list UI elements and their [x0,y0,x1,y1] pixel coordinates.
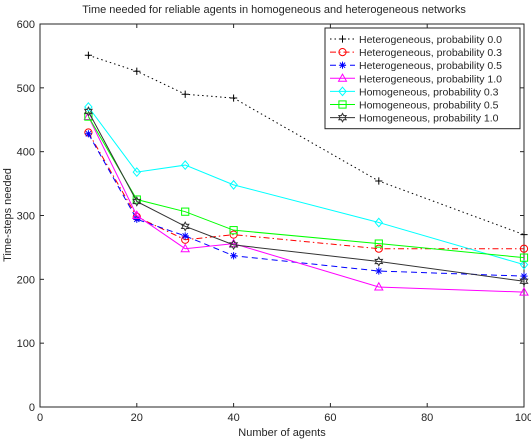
legend-label: Homogeneous, probability 0.5 [359,100,499,112]
legend-label: Homogeneous, probability 0.3 [359,86,499,98]
data-point [133,215,141,223]
y-tick-label: 400 [17,147,35,159]
y-tick-label: 100 [17,338,35,350]
legend-entry: Homogeneous, probability 0.3 [330,86,499,98]
y-tick-label: 0 [29,402,35,414]
data-point [375,177,383,185]
data-point [230,252,238,260]
legend-label: Heterogeneous, probability 0.5 [359,60,502,72]
data-point [132,167,142,178]
legend-entry: Homogeneous, probability 0.5 [330,100,499,112]
data-point [519,259,529,270]
x-tick-label: 0 [37,412,43,424]
data-point [374,244,383,253]
series-1 [84,51,528,239]
data-point [180,160,190,171]
x-tick-label: 40 [227,412,239,424]
data-point [83,106,93,117]
data-point [180,243,191,253]
data-point [84,112,93,121]
series-5 [84,102,529,270]
data-point [84,102,93,112]
legend: Heterogeneous, probability 0.0Heterogene… [324,27,521,130]
data-point [229,226,238,235]
data-point [181,90,189,98]
legend-box [324,27,521,130]
data-point [375,267,383,275]
axes: 0 20 40 60 80 100 0 100 200 300 400 500 600 [17,19,531,424]
legend-marker [338,35,347,43]
x-tick-label: 20 [131,412,143,424]
legend-marker [337,112,348,123]
legend-label: Homogeneous, probability 1.0 [359,113,499,125]
legend-entry: Homogeneous, probability 1.0 [330,112,499,125]
legend-entry: Heterogeneous, probability 1.0 [330,73,502,85]
data-point [374,217,384,228]
y-tick-label: 300 [17,211,35,223]
x-tick-label: 100 [515,412,531,424]
series-line [87,132,524,250]
legend-entry: Heterogeneous, probability 0.3 [330,47,502,59]
legend-label: Heterogeneous, probability 0.0 [359,34,502,46]
y-tick-label: 200 [17,274,35,286]
data-point [131,210,142,219]
legend-marker [338,100,347,109]
chart-title: Time needed for reliable agents in homog… [82,4,466,16]
legend-entry: Heterogeneous, probability 0.5 [330,60,502,72]
x-axis-label: Number of agents [238,427,326,439]
series-line [87,116,525,293]
series-line [87,111,525,282]
x-tick-label: 80 [421,412,433,424]
data-point [84,51,92,59]
legend-label: Heterogeneous, probability 0.3 [359,47,502,59]
data-point [230,94,238,102]
data-point [132,196,142,207]
data-point [374,256,384,267]
data-point [229,230,238,239]
data-point [181,207,190,216]
data-point [180,221,190,232]
series-line [87,106,525,266]
x-tick-label: 60 [324,412,336,424]
data-point [133,67,141,75]
data-point [374,239,383,248]
series-7 [83,106,529,287]
data-point [519,253,529,262]
y-tick-label: 500 [17,83,35,95]
legend-label: Heterogeneous, probability 1.0 [359,73,502,85]
y-axis-label: Time-steps needed [2,168,14,262]
data-point [520,231,528,239]
data-point [519,244,529,253]
data-point [373,281,384,291]
data-point [229,179,238,190]
data-point [84,130,92,138]
data-point [519,286,529,296]
legend-marker [338,61,347,69]
data-point [229,239,239,251]
series-layer [83,51,529,296]
legend-marker [337,73,348,82]
y-tick-label: 600 [17,19,35,31]
legend-marker [338,48,347,57]
data-point [519,275,529,287]
data-point [181,232,189,240]
legend-marker [338,86,347,97]
legend-entry: Heterogeneous, probability 0.0 [330,34,502,46]
